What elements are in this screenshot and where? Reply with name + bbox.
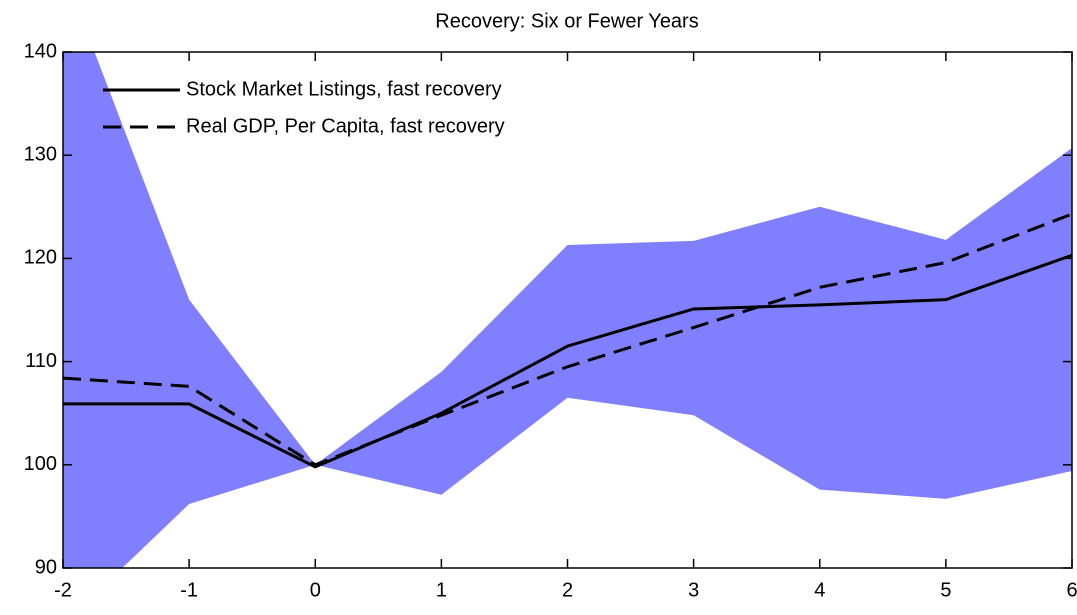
x-tick-label: -1 [180,579,198,601]
y-tick-label: 90 [35,556,57,578]
y-tick-label: 140 [24,40,57,62]
x-tick-label: 1 [436,579,447,601]
legend-label: Stock Market Listings, fast recovery [186,78,502,100]
plot-area [63,52,1072,568]
x-tick-label: -2 [54,579,72,601]
x-tick-label: 5 [940,579,951,601]
y-tick-label: 130 [24,143,57,165]
y-tick-label: 110 [25,350,57,372]
x-tick-label: 2 [562,579,573,601]
x-tick-label: 0 [310,579,321,601]
x-tick-label: 6 [1066,579,1077,601]
series-line [63,212,1072,467]
legend-label: Real GDP, Per Capita, fast recovery [186,115,505,137]
y-tick-label: 100 [24,453,57,475]
confidence-band [63,52,1072,568]
x-tick-label: 3 [688,579,699,601]
series-line [63,253,1072,469]
y-tick-label: 120 [24,247,57,269]
x-tick-label: 4 [814,579,825,601]
chart-title: Recovery: Six or Fewer Years [435,10,698,32]
